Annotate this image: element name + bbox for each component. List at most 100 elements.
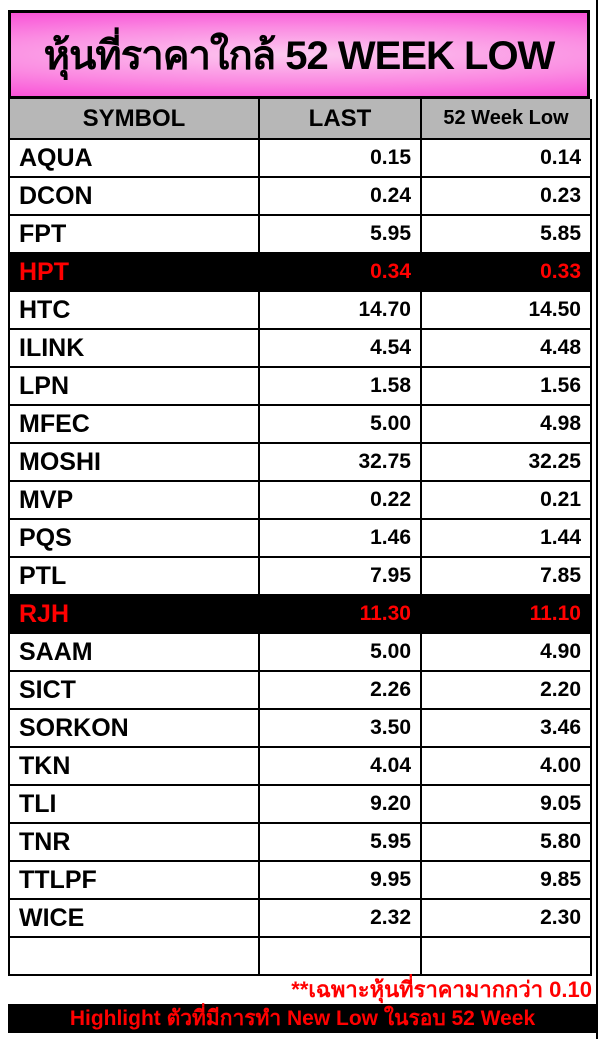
table-body: AQUA 0.15 0.14 DCON 0.24 0.23 FPT 5.95 5.85 HPT 0.…	[8, 138, 592, 976]
low-cell: 14.50	[420, 290, 592, 330]
table-row: TNR 5.95 5.80	[8, 822, 592, 862]
table-row: WICE 2.32 2.30	[8, 898, 592, 938]
symbol-cell: LPN	[8, 366, 260, 406]
table-row: RJH 11.30 11.10	[8, 594, 592, 634]
symbol-cell: TTLPF	[8, 860, 260, 900]
last-cell: 3.50	[258, 708, 422, 748]
last-cell: 9.95	[258, 860, 422, 900]
symbol-cell: FPT	[8, 214, 260, 254]
symbol-cell: SAAM	[8, 632, 260, 672]
last-cell: 5.00	[258, 632, 422, 672]
table-row: ILINK 4.54 4.48	[8, 328, 592, 368]
low-cell: 4.48	[420, 328, 592, 368]
table-row: MFEC 5.00 4.98	[8, 404, 592, 444]
low-cell: 0.21	[420, 480, 592, 520]
symbol-cell: MVP	[8, 480, 260, 520]
symbol-cell: WICE	[8, 898, 260, 938]
column-header-52-week-low: 52 Week Low	[420, 99, 592, 140]
symbol-cell: DCON	[8, 176, 260, 216]
symbol-cell: RJH	[8, 594, 260, 634]
symbol-cell: PTL	[8, 556, 260, 596]
low-cell: 7.85	[420, 556, 592, 596]
low-cell: 2.30	[420, 898, 592, 938]
symbol-cell: TKN	[8, 746, 260, 786]
symbol-cell	[8, 936, 260, 976]
table-row: DCON 0.24 0.23	[8, 176, 592, 216]
last-cell: 32.75	[258, 442, 422, 482]
table-row: TLI 9.20 9.05	[8, 784, 592, 824]
last-cell: 1.58	[258, 366, 422, 406]
low-cell: 9.85	[420, 860, 592, 900]
low-cell	[420, 936, 592, 976]
symbol-cell: AQUA	[8, 138, 260, 178]
symbol-cell: HPT	[8, 252, 260, 292]
symbol-cell: MFEC	[8, 404, 260, 444]
last-cell	[258, 936, 422, 976]
table-row: FPT 5.95 5.85	[8, 214, 592, 254]
symbol-cell: HTC	[8, 290, 260, 330]
symbol-cell: TNR	[8, 822, 260, 862]
low-cell: 1.56	[420, 366, 592, 406]
symbol-cell: SORKON	[8, 708, 260, 748]
table-row: SICT 2.26 2.20	[8, 670, 592, 710]
last-cell: 11.30	[258, 594, 422, 634]
table-row: HPT 0.34 0.33	[8, 252, 592, 292]
table-row: TKN 4.04 4.00	[8, 746, 592, 786]
symbol-cell: MOSHI	[8, 442, 260, 482]
sheet: หุ้นที่ราคาใกล้ 52 WEEK LOW SYMBOL LAST …	[8, 10, 597, 1033]
low-cell: 5.85	[420, 214, 592, 254]
column-header-last: LAST	[258, 99, 422, 140]
last-cell: 0.34	[258, 252, 422, 292]
table-row: MOSHI 32.75 32.25	[8, 442, 592, 482]
symbol-cell: SICT	[8, 670, 260, 710]
highlight-legend-bar: Highlight ตัวที่มีการทำ New Low ในรอบ 52…	[8, 1004, 597, 1033]
table-row: HTC 14.70 14.50	[8, 290, 592, 330]
page-title: หุ้นที่ราคาใกล้ 52 WEEK LOW	[8, 10, 590, 99]
last-cell: 0.24	[258, 176, 422, 216]
low-cell: 2.20	[420, 670, 592, 710]
last-cell: 4.04	[258, 746, 422, 786]
table-row: SORKON 3.50 3.46	[8, 708, 592, 748]
table-row: PQS 1.46 1.44	[8, 518, 592, 558]
table-row: LPN 1.58 1.56	[8, 366, 592, 406]
low-cell: 0.14	[420, 138, 592, 178]
low-cell: 0.23	[420, 176, 592, 216]
symbol-cell: ILINK	[8, 328, 260, 368]
low-cell: 4.00	[420, 746, 592, 786]
table-row: MVP 0.22 0.21	[8, 480, 592, 520]
table-row: AQUA 0.15 0.14	[8, 138, 592, 178]
column-header-symbol: SYMBOL	[8, 99, 260, 140]
low-cell: 3.46	[420, 708, 592, 748]
last-cell: 5.95	[258, 214, 422, 254]
last-cell: 4.54	[258, 328, 422, 368]
low-cell: 0.33	[420, 252, 592, 292]
table-row: PTL 7.95 7.85	[8, 556, 592, 596]
symbol-cell: TLI	[8, 784, 260, 824]
last-cell: 7.95	[258, 556, 422, 596]
last-cell: 0.22	[258, 480, 422, 520]
low-cell: 5.80	[420, 822, 592, 862]
last-cell: 9.20	[258, 784, 422, 824]
low-cell: 1.44	[420, 518, 592, 558]
last-cell: 0.15	[258, 138, 422, 178]
low-cell: 4.98	[420, 404, 592, 444]
low-cell: 32.25	[420, 442, 592, 482]
last-cell: 14.70	[258, 290, 422, 330]
table-row: TTLPF 9.95 9.85	[8, 860, 592, 900]
last-cell: 1.46	[258, 518, 422, 558]
footnote: **เฉพาะหุ้นที่ราคามากกว่า 0.10	[291, 977, 592, 1002]
last-cell: 2.32	[258, 898, 422, 938]
last-cell: 5.95	[258, 822, 422, 862]
header-row: SYMBOL LAST 52 Week Low	[8, 99, 592, 140]
symbol-cell: PQS	[8, 518, 260, 558]
table-row: SAAM 5.00 4.90	[8, 632, 592, 672]
last-cell: 5.00	[258, 404, 422, 444]
stocks-table: SYMBOL LAST 52 Week Low AQUA 0.15 0.14 DCON…	[8, 99, 592, 976]
table-row	[8, 936, 592, 976]
table-header: SYMBOL LAST 52 Week Low	[8, 99, 592, 140]
low-cell: 4.90	[420, 632, 592, 672]
low-cell: 11.10	[420, 594, 592, 634]
low-cell: 9.05	[420, 784, 592, 824]
right-gridline	[596, 0, 598, 1039]
